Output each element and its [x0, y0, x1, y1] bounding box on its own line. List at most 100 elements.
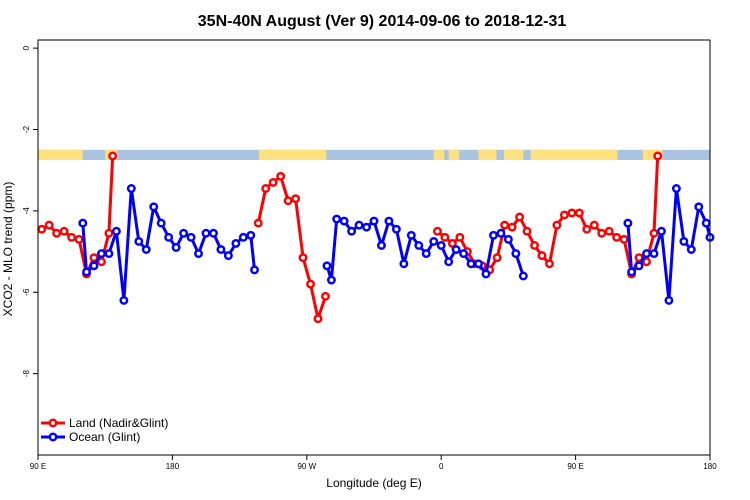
data-point [649, 249, 659, 259]
data-point [321, 291, 330, 301]
legend-marker [48, 432, 58, 442]
x-tick-label: 180 [703, 462, 717, 471]
y-tick-label: -6 [22, 288, 31, 296]
data-point [306, 279, 315, 289]
series-line [325, 217, 525, 282]
data-point [89, 261, 99, 271]
data-point [111, 226, 121, 236]
land-mask-region [530, 149, 618, 161]
data-point [664, 295, 674, 305]
data-point [104, 228, 114, 238]
data-point [149, 202, 159, 212]
data-point [97, 249, 106, 259]
chart-title: 35N-40N August (Ver 9) 2014-09-06 to 201… [198, 13, 567, 30]
legend-item: Land (Nadir&Glint) [41, 416, 168, 430]
data-point [59, 226, 69, 236]
data-point [537, 251, 547, 261]
data-point [451, 245, 461, 254]
data-point [78, 218, 88, 228]
data-point [642, 249, 651, 259]
data-point [455, 232, 465, 242]
data-point [82, 267, 91, 277]
data-point [604, 226, 614, 236]
data-point [313, 314, 323, 324]
x-tick-label: 180 [166, 462, 180, 471]
x-axis: 90 E 180 90 W 0 90 E 180 [30, 455, 717, 471]
plot-frame [37, 39, 711, 456]
legend-label: Ocean (Glint) [69, 430, 140, 444]
x-axis-label: Longitude (deg E) [326, 476, 421, 490]
y-tick-label: 0 [22, 45, 31, 50]
data-point [246, 230, 256, 240]
series-ocean [78, 184, 715, 305]
data-point [552, 220, 562, 230]
data-point [339, 216, 349, 226]
data-point [545, 259, 554, 269]
data-point [326, 275, 336, 285]
data-point [97, 257, 106, 267]
data-point [89, 253, 99, 263]
y-tick-label: -2 [22, 125, 31, 133]
data-point [507, 222, 517, 232]
data-point [74, 234, 84, 244]
data-point [298, 253, 308, 263]
data-point [574, 208, 584, 218]
data-point [126, 184, 136, 193]
x-tick-label: 90 E [567, 462, 583, 471]
data-point [481, 269, 491, 279]
x-tick-label: 0 [439, 462, 444, 471]
data-point [250, 265, 259, 275]
data-point [642, 257, 651, 267]
data-point [179, 228, 189, 238]
series-layer [37, 151, 715, 324]
data-point [44, 220, 54, 230]
data-point [223, 251, 233, 261]
data-point [171, 243, 181, 252]
data-point [369, 216, 379, 226]
x-tick-label: 90 W [297, 462, 316, 471]
y-tick-label: -8 [22, 370, 31, 378]
data-point [589, 220, 599, 230]
land-mask-region [642, 149, 663, 161]
data-point [291, 194, 301, 204]
data-point [268, 177, 278, 187]
data-point [238, 232, 248, 242]
legend-marker [48, 418, 58, 428]
data-point [686, 245, 696, 254]
data-point [261, 184, 271, 193]
data-point [52, 228, 62, 238]
data-point [141, 245, 151, 254]
data-point [530, 241, 539, 250]
data-point [671, 184, 681, 193]
data-point [276, 171, 286, 181]
data-point [134, 236, 144, 246]
data-point [657, 226, 666, 236]
land-mask-region [478, 149, 497, 161]
data-point [399, 259, 409, 269]
data-point [649, 228, 659, 238]
data-point [186, 232, 196, 242]
data-point [559, 210, 569, 220]
data-point [474, 259, 483, 269]
data-point [515, 212, 525, 222]
legend: Land (Nadir&Glint)Ocean (Glint) [41, 416, 168, 444]
data-point [283, 196, 293, 206]
data-point [414, 241, 424, 250]
data-point [201, 228, 211, 238]
data-point [67, 232, 77, 242]
data-point [459, 249, 469, 259]
y-tick-label: -4 [22, 207, 31, 215]
data-point [634, 253, 644, 263]
data-point [694, 202, 704, 212]
data-point [522, 226, 532, 236]
data-point [37, 224, 47, 234]
data-point [444, 257, 454, 267]
data-point [623, 218, 633, 228]
data-point [322, 261, 332, 271]
data-point [597, 228, 607, 238]
data-point [612, 232, 622, 242]
data-point [421, 249, 431, 259]
data-point [406, 230, 416, 240]
ocean-mask-band [38, 149, 710, 161]
